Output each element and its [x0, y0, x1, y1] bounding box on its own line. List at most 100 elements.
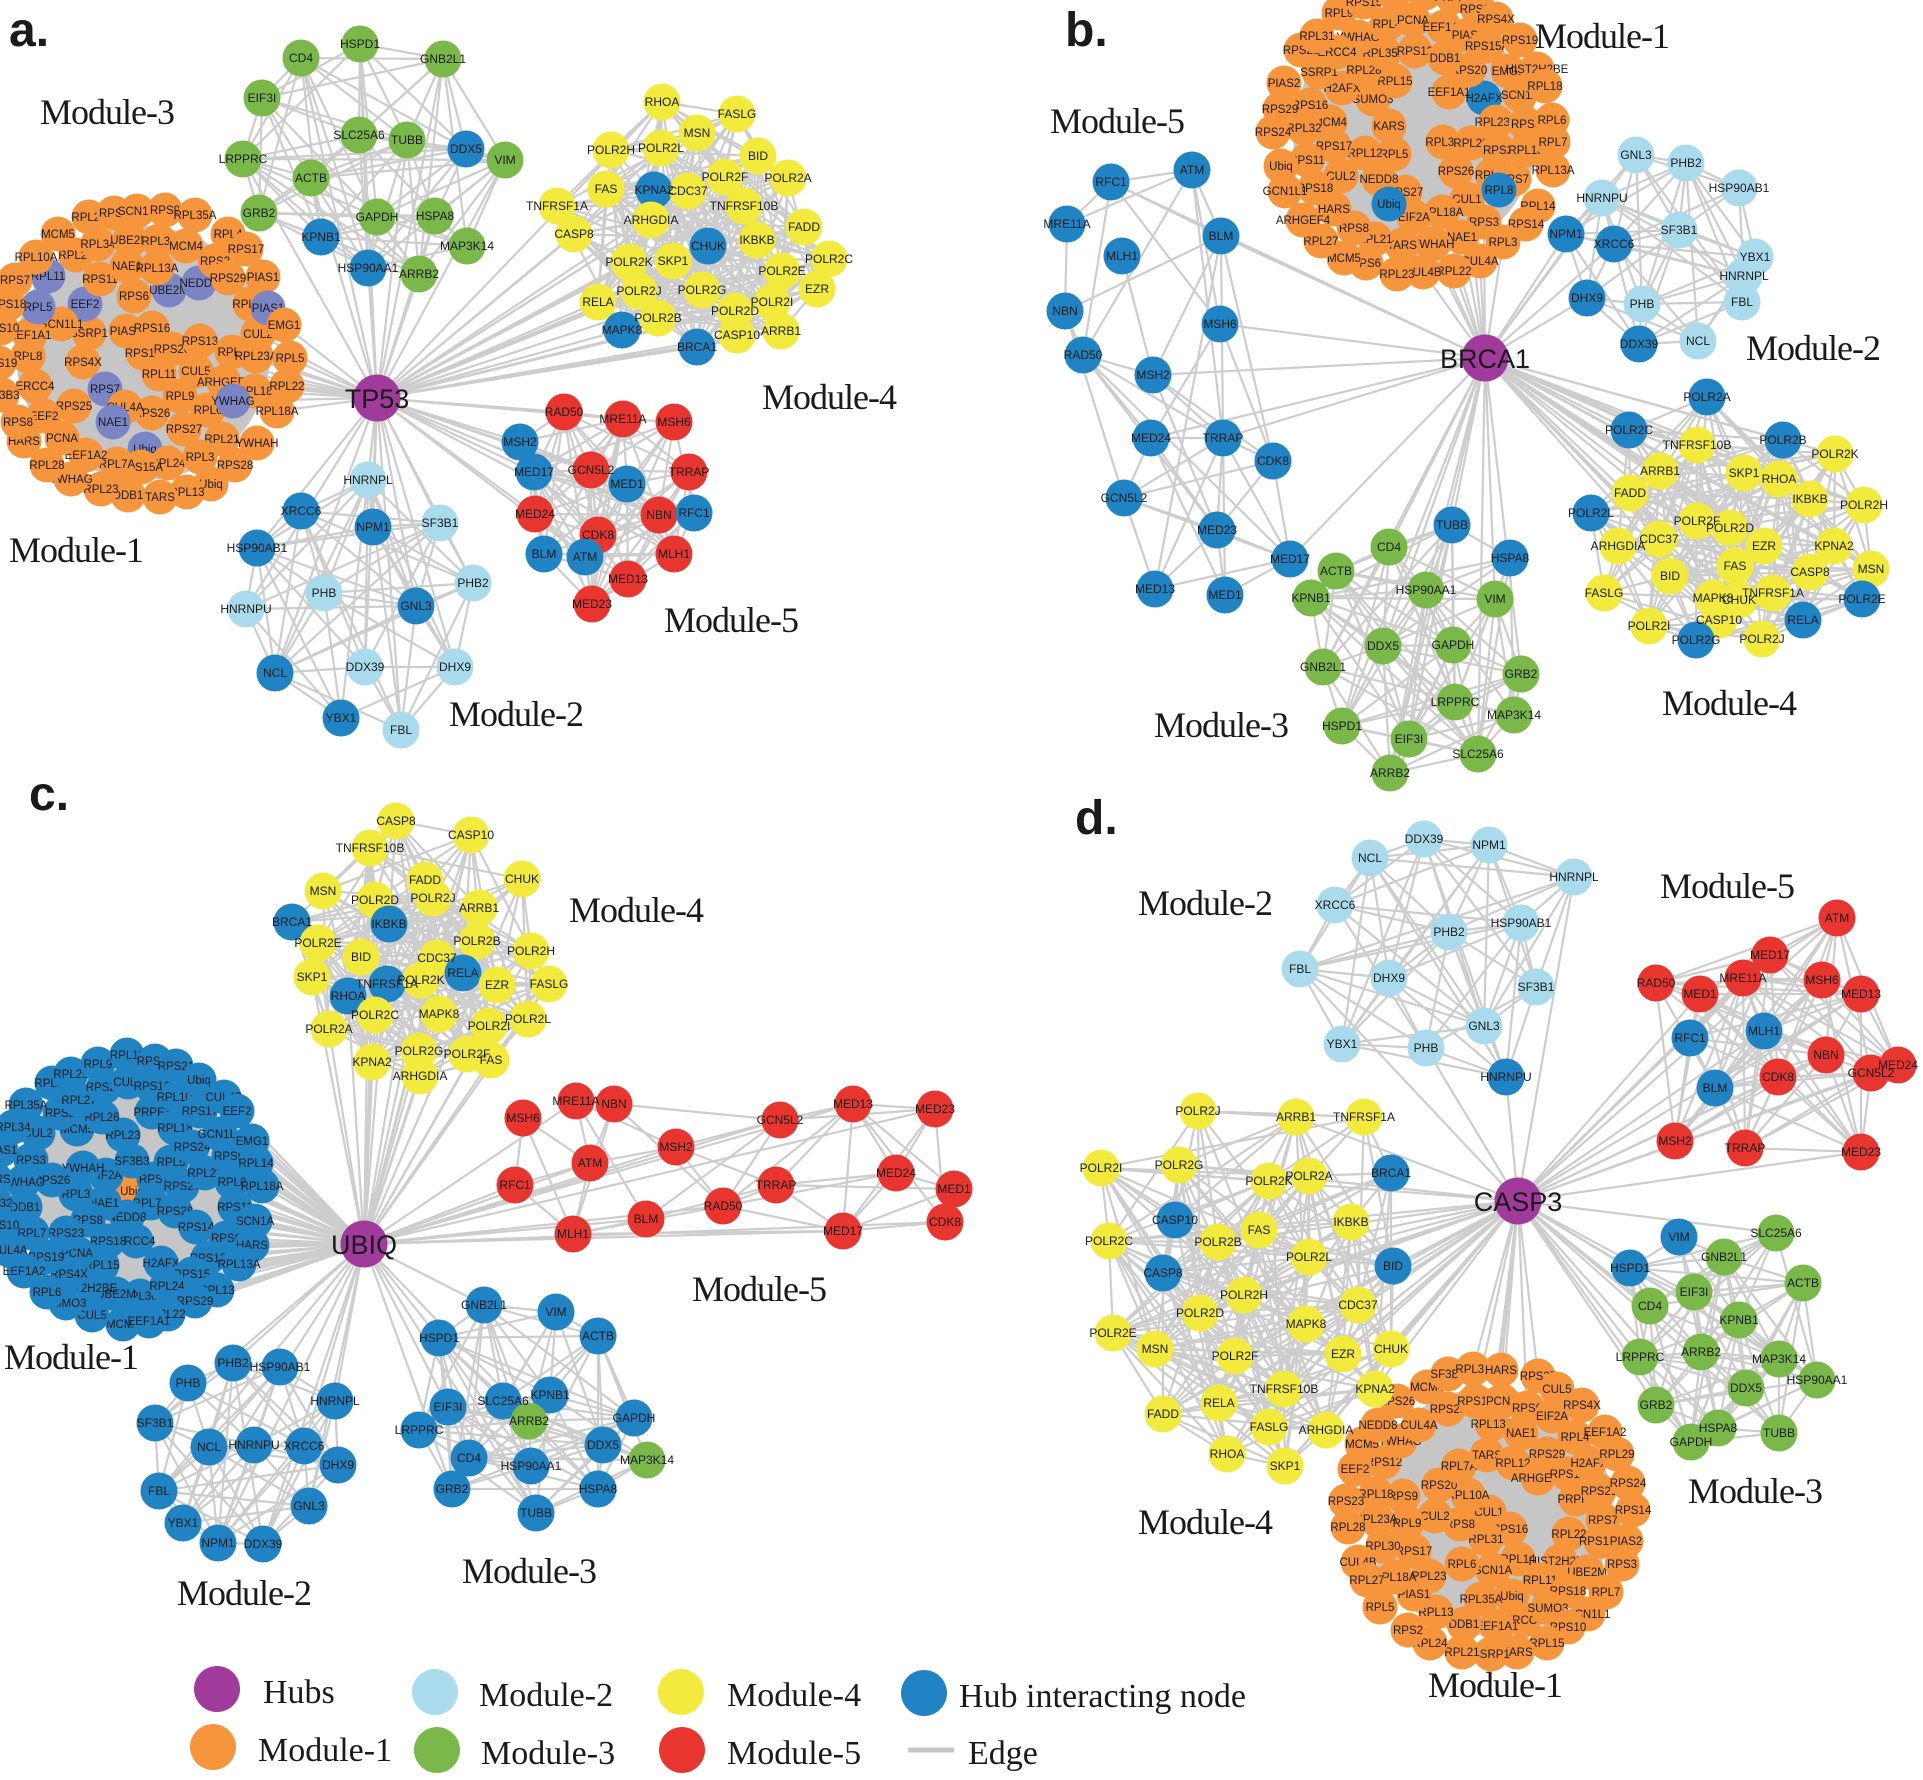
svg-text:PHB2: PHB2 [457, 576, 489, 590]
svg-text:KPNA2: KPNA2 [1355, 1382, 1395, 1396]
svg-text:POLR2C: POLR2C [1605, 423, 1653, 437]
svg-text:MRE11A: MRE11A [1043, 217, 1090, 231]
svg-text:TNFRSF10B: TNFRSF10B [336, 841, 405, 855]
svg-text:POLR2A: POLR2A [1683, 390, 1730, 404]
svg-text:IKBKB: IKBKB [739, 233, 774, 247]
svg-text:TUBB: TUBB [391, 133, 423, 147]
svg-text:HSP90AB1: HSP90AB1 [1491, 916, 1552, 930]
svg-text:RPS8: RPS8 [1339, 223, 1369, 235]
svg-text:IKBKB: IKBKB [371, 917, 406, 931]
svg-text:RPS18: RPS18 [0, 299, 26, 311]
svg-text:POLR2G: POLR2G [1155, 1158, 1204, 1172]
svg-text:RAD50: RAD50 [1064, 348, 1103, 362]
svg-text:DDB1: DDB1 [10, 1202, 41, 1214]
svg-text:NPM1: NPM1 [201, 1536, 235, 1550]
svg-text:RHOA: RHOA [331, 989, 366, 1003]
svg-text:NBN: NBN [646, 508, 671, 522]
svg-text:RPS20: RPS20 [1451, 65, 1487, 77]
svg-text:PHB2: PHB2 [217, 1356, 249, 1370]
svg-text:BLM: BLM [634, 1212, 659, 1226]
svg-text:H2AFX: H2AFX [1465, 93, 1502, 105]
svg-text:CUL1: CUL1 [1474, 1507, 1503, 1519]
svg-text:GCN5L2: GCN5L2 [1101, 491, 1148, 505]
svg-text:BLM: BLM [1209, 229, 1234, 243]
svg-text:POLR2F: POLR2F [444, 1047, 491, 1061]
svg-text:RPL31: RPL31 [1468, 1534, 1503, 1546]
svg-text:RPS3: RPS3 [1607, 1559, 1637, 1571]
svg-text:FASLG: FASLG [718, 107, 757, 121]
svg-text:UBE2M: UBE2M [1567, 1567, 1607, 1579]
svg-text:RPS10: RPS10 [0, 323, 19, 335]
svg-text:RPL34: RPL34 [1425, 137, 1461, 149]
svg-text:FASLG: FASLG [1585, 586, 1624, 600]
svg-text:RPL34: RPL34 [80, 239, 116, 251]
svg-text:RPL4: RPL4 [1561, 1432, 1590, 1444]
svg-text:IKBKB: IKBKB [1792, 492, 1827, 506]
svg-text:GAPDH: GAPDH [1670, 1435, 1713, 1449]
svg-text:RPS16: RPS16 [1292, 100, 1328, 112]
svg-text:BID: BID [1383, 1259, 1403, 1273]
svg-text:DDB1: DDB1 [1449, 1619, 1480, 1631]
svg-text:RPL13A: RPL13A [136, 263, 179, 275]
svg-text:CASP10: CASP10 [714, 328, 760, 342]
svg-text:HSPA8: HSPA8 [1699, 1421, 1738, 1435]
svg-text:RPL35A: RPL35A [1460, 1594, 1503, 1606]
svg-text:GCN1L1: GCN1L1 [1263, 186, 1308, 198]
svg-text:RPS28: RPS28 [217, 460, 253, 472]
svg-text:PHB: PHB [312, 586, 337, 600]
svg-text:RPS6: RPS6 [119, 291, 149, 303]
svg-text:RPL11: RPL11 [110, 1050, 144, 1062]
svg-text:TUBB: TUBB [1763, 1426, 1795, 1440]
svg-text:SF3B3: SF3B3 [114, 1156, 149, 1168]
svg-text:Module-5: Module-5 [1050, 101, 1184, 141]
svg-text:MCM4: MCM4 [1313, 117, 1347, 129]
svg-text:FAS: FAS [480, 1053, 503, 1067]
svg-text:RPS9: RPS9 [214, 1151, 244, 1163]
svg-text:RPL18A: RPL18A [241, 1181, 284, 1193]
svg-text:RPS24: RPS24 [1255, 127, 1292, 139]
svg-text:GCN1L1: GCN1L1 [39, 319, 84, 331]
svg-text:GRB2: GRB2 [1505, 667, 1538, 681]
svg-text:PIAS2: PIAS2 [1610, 1536, 1643, 1548]
svg-text:MED1: MED1 [1208, 588, 1242, 602]
svg-text:MAPK8: MAPK8 [602, 323, 643, 337]
svg-text:EIF2A: EIF2A [1398, 212, 1430, 224]
svg-text:TRRAP: TRRAP [669, 465, 710, 479]
svg-text:LRPPRC: LRPPRC [1616, 1350, 1665, 1364]
svg-text:NBN: NBN [1052, 304, 1077, 318]
svg-text:ARRB2: ARRB2 [1681, 1345, 1721, 1359]
svg-text:RPL8: RPL8 [14, 351, 43, 363]
svg-text:POLR2F: POLR2F [1674, 514, 1721, 528]
svg-text:GRB2: GRB2 [243, 206, 276, 220]
svg-text:POLR2E: POLR2E [1089, 1326, 1136, 1340]
svg-text:RPS2: RPS2 [1393, 1625, 1423, 1637]
svg-text:CASP10: CASP10 [1696, 613, 1742, 627]
svg-text:SLC25A6: SLC25A6 [477, 1394, 529, 1408]
svg-text:RPS14: RPS14 [178, 1222, 215, 1234]
svg-text:POLR2D: POLR2D [1176, 1306, 1224, 1320]
svg-text:RFC1: RFC1 [1674, 1031, 1706, 1045]
svg-text:ARHGDIA: ARHGDIA [1591, 539, 1646, 553]
svg-text:LRPPRC: LRPPRC [219, 152, 268, 166]
svg-text:RPL18: RPL18 [1358, 1489, 1393, 1501]
svg-text:RPL21: RPL21 [204, 434, 239, 446]
svg-text:CASP3: CASP3 [1474, 1187, 1563, 1217]
svg-text:KPNB1: KPNB1 [530, 1388, 570, 1402]
svg-text:MED1: MED1 [610, 477, 644, 491]
svg-text:RELA: RELA [447, 966, 478, 980]
svg-text:RAD50: RAD50 [704, 1199, 743, 1213]
svg-text:MSN: MSN [1858, 562, 1885, 576]
svg-text:RPL5: RPL5 [24, 302, 53, 314]
svg-text:DDB1: DDB1 [1430, 53, 1461, 65]
svg-text:POLR2C: POLR2C [805, 252, 853, 266]
svg-text:ARRB2: ARRB2 [1370, 766, 1410, 780]
svg-text:BID: BID [351, 950, 371, 964]
svg-text:RPS28: RPS28 [1430, 1404, 1466, 1416]
svg-text:NBN: NBN [601, 1097, 626, 1111]
svg-text:POLR2E: POLR2E [758, 264, 805, 278]
svg-text:MLH1: MLH1 [1106, 249, 1138, 263]
svg-text:H2AFX: H2AFX [1323, 83, 1360, 95]
svg-text:RPS15: RPS15 [1346, 0, 1382, 9]
svg-text:MED13: MED13 [1841, 987, 1881, 1001]
svg-text:FBL: FBL [390, 723, 412, 737]
